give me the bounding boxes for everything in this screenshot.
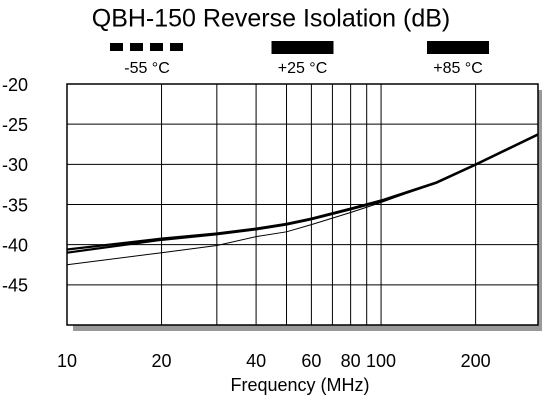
x-tick-label: 10	[57, 351, 77, 371]
y-tick-label: -20	[2, 75, 28, 95]
y-tick-label: -45	[2, 276, 28, 296]
x-tick-label: 40	[246, 351, 266, 371]
chart-title: QBH-150 Reverse Isolation (dB)	[92, 5, 450, 33]
x-axis-label: Frequency (MHz)	[230, 375, 369, 395]
legend-label: +85 °C	[433, 60, 483, 77]
y-tick-label: -40	[2, 235, 28, 255]
legend-label: +25 °C	[278, 60, 328, 77]
y-tick-label: -35	[2, 195, 28, 215]
x-tick-label: 200	[461, 351, 491, 371]
legend-marker	[271, 41, 334, 54]
legend-label: -55 °C	[124, 60, 170, 77]
data-line	[66, 133, 539, 254]
y-tick-label: -25	[2, 115, 28, 135]
x-tick-label: 20	[152, 351, 172, 371]
x-tick-label: 80	[341, 351, 361, 371]
x-tick-label: 60	[301, 351, 321, 371]
y-tick-label: -30	[2, 155, 28, 175]
x-tick-label: 100	[366, 351, 396, 371]
legend-marker	[427, 41, 489, 54]
